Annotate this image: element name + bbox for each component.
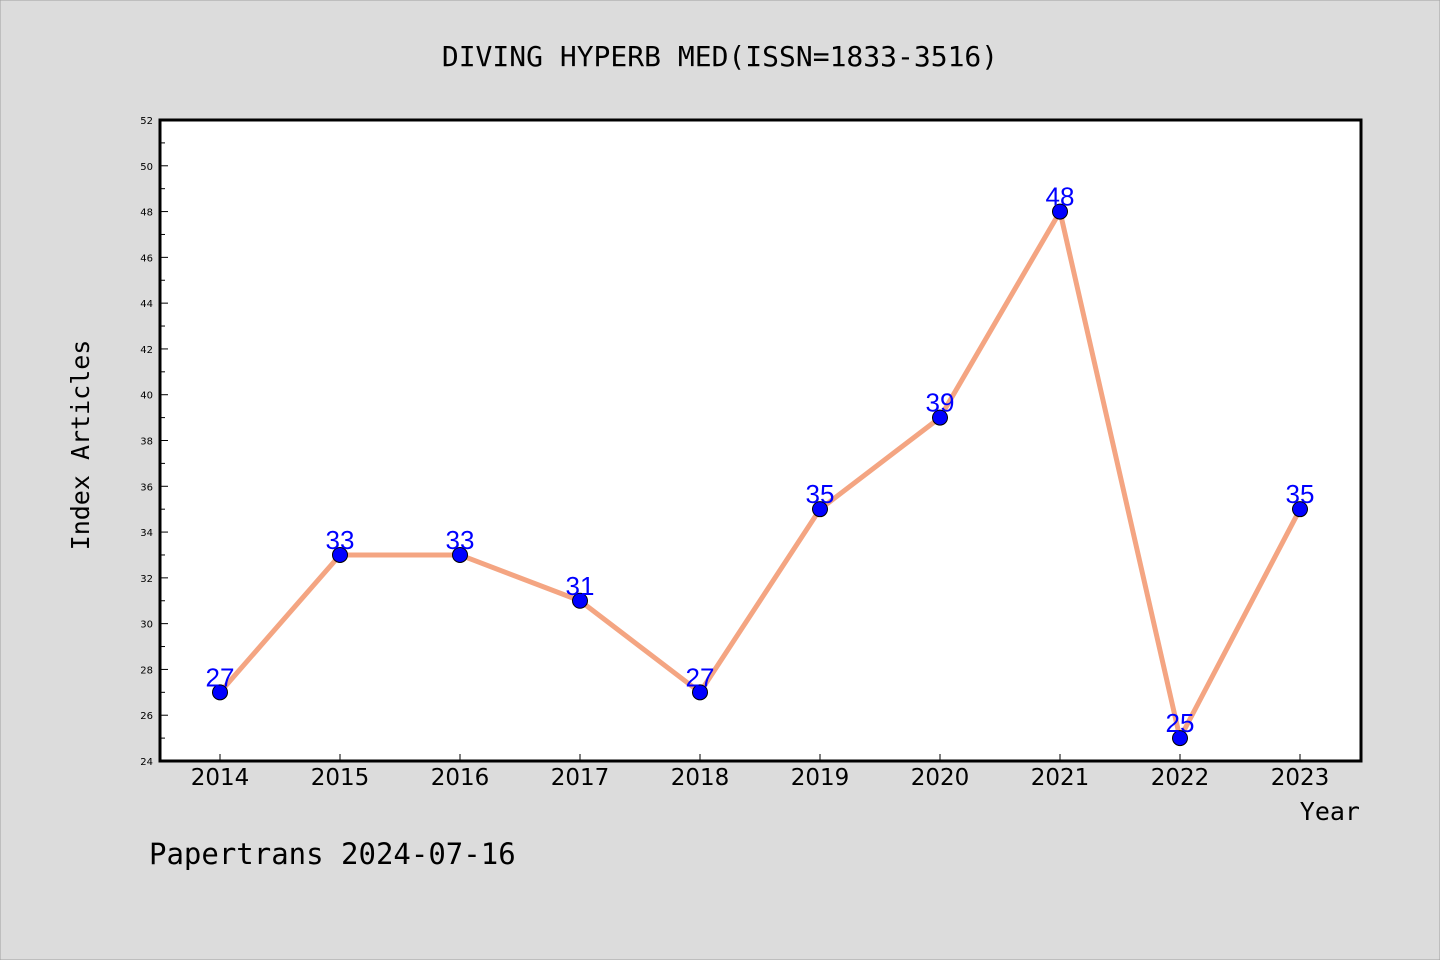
- y-tick-label: 32: [140, 574, 153, 585]
- x-tick-label: 2017: [551, 765, 610, 791]
- y-tick-label: 26: [140, 711, 153, 722]
- x-axis: 2014 2015 2016 2017 2018 2019 2020 2021 2022 2023: [191, 754, 1330, 791]
- x-tick-label: 2016: [431, 765, 490, 791]
- x-tick-label: 2019: [791, 765, 850, 791]
- x-tick-label: 2023: [1271, 765, 1330, 791]
- data-label: 27: [206, 662, 235, 692]
- data-label: 35: [806, 479, 835, 509]
- y-axis-label: Index Articles: [66, 340, 95, 551]
- data-label: 35: [1286, 479, 1315, 509]
- y-tick-label: 50: [140, 162, 153, 173]
- data-label: 31: [566, 571, 595, 601]
- plot-area: [158, 118, 1363, 763]
- x-tick-label: 2022: [1151, 765, 1210, 791]
- x-tick-label: 2018: [671, 765, 730, 791]
- data-point: [1292, 501, 1308, 518]
- data-label: 48: [1046, 182, 1075, 212]
- series-line: [217, 209, 1303, 741]
- series-line-group: 27 33 33 31 27 35 39 48 25 35: [206, 182, 1315, 747]
- data-point: [452, 546, 468, 563]
- data-point: [1052, 203, 1068, 220]
- y-tick-label: 48: [140, 208, 153, 219]
- data-point: [572, 592, 588, 609]
- y-tick-label: 38: [140, 437, 153, 448]
- data-label: 39: [926, 388, 955, 418]
- y-tick-label: 36: [140, 482, 153, 493]
- data-label: 25: [1166, 708, 1195, 738]
- footer-text: Papertrans 2024-07-16: [149, 837, 516, 871]
- y-tick-label: 52: [140, 116, 153, 127]
- data-point: [692, 684, 708, 701]
- data-point: [332, 546, 348, 563]
- data-point: [212, 684, 228, 701]
- chart-title: DIVING HYPERB MED(ISSN=1833-3516): [442, 40, 998, 73]
- y-tick-label: 40: [140, 391, 153, 402]
- data-label: 33: [326, 525, 355, 555]
- data-point: [932, 409, 948, 426]
- y-tick-label: 46: [140, 253, 153, 264]
- y-tick-label: 30: [140, 620, 153, 631]
- data-point: [812, 501, 828, 518]
- data-label: 27: [686, 662, 715, 692]
- x-tick-label: 2014: [191, 765, 250, 791]
- x-tick-label: 2015: [311, 765, 370, 791]
- data-point: [1172, 730, 1188, 747]
- y-tick-label: 24: [140, 757, 153, 768]
- y-tick-label: 28: [140, 665, 153, 676]
- y-axis: 24 26 28 30 32 34 36 38 40 42 44 46 48 50 52: [140, 116, 168, 768]
- x-tick-label: 2021: [1031, 765, 1090, 791]
- y-tick-label: 44: [140, 299, 153, 310]
- y-tick-label: 34: [140, 528, 153, 539]
- x-axis-label: Year: [1300, 797, 1360, 826]
- y-tick-label: 42: [140, 345, 153, 356]
- x-tick-label: 2020: [911, 765, 970, 791]
- data-label: 33: [446, 525, 475, 555]
